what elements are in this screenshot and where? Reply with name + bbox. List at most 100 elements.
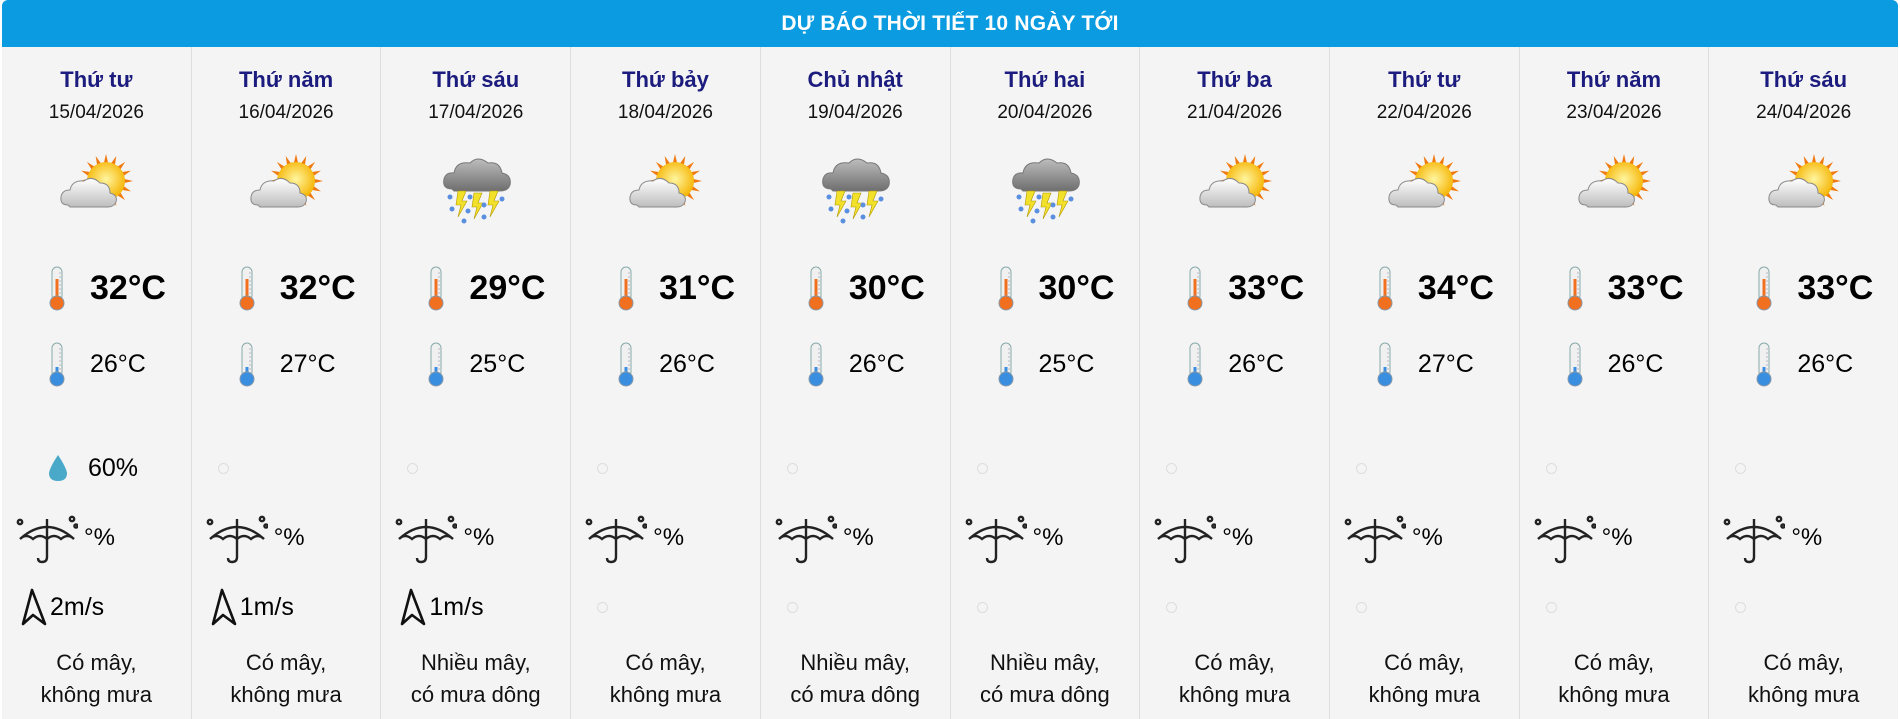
low-temp-row: 26°C [1520, 341, 1709, 387]
low-temp: 26°C [1607, 349, 1664, 378]
humidity-row [192, 451, 381, 485]
thermometer-cold-icon [1753, 341, 1775, 387]
rain-chance: °% [1411, 524, 1443, 551]
thunderstorm-icon [1005, 145, 1085, 225]
thermometer-cold-icon [805, 341, 827, 387]
high-temp: 30°C [1038, 268, 1115, 307]
rain-chance: °% [463, 524, 495, 551]
weather-description: Có mây, không mưa [571, 647, 760, 711]
rain-chance-row: °% [571, 511, 760, 565]
low-temp-row: 26°C [761, 341, 950, 387]
day-date: 18/04/2026 [617, 102, 713, 123]
low-temp-row: 27°C [192, 341, 381, 387]
day-column: Thứ năm 16/04/2026 32°C 27°C °% [192, 47, 382, 719]
empty-placeholder-icon [976, 601, 988, 613]
description-line-2: không mưa [1368, 682, 1480, 707]
low-temp: 25°C [1038, 349, 1095, 378]
day-date: 21/04/2026 [1187, 102, 1283, 123]
rain-chance-row: °% [381, 511, 570, 565]
weather-description: Có mây, không mưa [1330, 647, 1519, 711]
thunderstorm-icon [815, 145, 895, 225]
thermometer-hot-icon [805, 265, 827, 311]
humidity-row [381, 451, 570, 485]
low-temp: 26°C [848, 349, 905, 378]
partly-cloudy-icon [246, 145, 326, 225]
umbrella-icon [965, 511, 1028, 565]
partly-cloudy-icon [56, 145, 136, 225]
description-line-1: Có mây, [1384, 650, 1465, 675]
umbrella-icon [775, 511, 838, 565]
empty-placeholder-icon [1355, 601, 1367, 613]
high-temp-row: 33°C [1140, 265, 1329, 311]
low-temp: 26°C [90, 349, 146, 378]
high-temp-row: 33°C [1520, 265, 1709, 311]
empty-placeholder-icon [1166, 601, 1178, 613]
rain-chance-row: °% [1140, 511, 1329, 565]
day-name: Thứ năm [1566, 67, 1662, 92]
umbrella-icon [395, 511, 459, 565]
wind-direction-icon [20, 587, 48, 627]
day-column: Thứ hai 20/04/2026 30°C 25°C [951, 47, 1141, 719]
wind-row [1520, 585, 1709, 629]
rain-chance-row: °% [2, 511, 191, 565]
empty-placeholder-icon [1735, 462, 1747, 474]
description-line-1: Nhiều mây, [990, 650, 1100, 675]
high-temp-row: 32°C [2, 265, 191, 311]
low-temp: 27°C [1417, 349, 1474, 378]
rain-chance-row: °% [1520, 511, 1709, 565]
wind-direction-icon [399, 587, 427, 627]
weather-description: Có mây, không mưa [1140, 647, 1329, 711]
description-line-1: Nhiều mây, [420, 650, 531, 675]
low-temp: 25°C [469, 349, 526, 378]
wind-row [761, 585, 950, 629]
forecast-header: DỰ BÁO THỜI TIẾT 10 NGÀY TỚI [2, 0, 1898, 47]
partly-cloudy-icon [1195, 145, 1275, 225]
day-date: 24/04/2026 [1756, 102, 1852, 123]
wind-row: 2m/s [2, 585, 191, 629]
humidity-row: 60% [2, 451, 191, 485]
high-temp-row: 30°C [951, 265, 1140, 311]
wind-row [1140, 585, 1329, 629]
description-line-2: không mưa [40, 682, 153, 707]
high-temp: 31°C [659, 268, 736, 307]
thermometer-cold-icon [46, 341, 68, 387]
umbrella-icon [206, 511, 269, 565]
high-temp-row: 33°C [1709, 265, 1898, 311]
weather-description: Nhiều mây, có mưa dông [761, 647, 950, 711]
rain-chance-row: °% [1330, 511, 1519, 565]
description-line-2: có mưa dông [410, 682, 541, 707]
description-line-2: không mưa [1178, 682, 1291, 707]
day-name: Thứ bảy [622, 67, 709, 92]
empty-placeholder-icon [1166, 462, 1178, 474]
thermometer-cold-icon [1564, 341, 1586, 387]
day-column: Thứ ba 21/04/2026 33°C 26°C °% [1140, 47, 1330, 719]
humidity-value: 60% [88, 453, 139, 482]
umbrella-icon [585, 511, 648, 565]
day-name: Thứ hai [1004, 67, 1086, 92]
empty-placeholder-icon [786, 462, 798, 474]
forecast-grid: Thứ tư 15/04/2026 32°C 26°C 60% [2, 47, 1898, 719]
rain-chance-row: °% [1709, 511, 1898, 565]
humidity-row [1709, 451, 1898, 485]
low-temp-row: 25°C [381, 341, 570, 387]
high-temp: 34°C [1417, 268, 1494, 307]
weather-description: Có mây, không mưa [1709, 647, 1898, 711]
day-date: 19/04/2026 [807, 102, 903, 123]
rain-chance-row: °% [761, 511, 950, 565]
rain-chance: °% [842, 524, 874, 551]
day-name: Thứ sáu [432, 67, 520, 92]
rain-chance: °% [1791, 524, 1823, 551]
low-temp-row: 26°C [571, 341, 760, 387]
empty-placeholder-icon [217, 462, 229, 474]
day-column: Thứ sáu 24/04/2026 33°C 26°C °% [1709, 47, 1898, 719]
empty-placeholder-icon [597, 462, 609, 474]
umbrella-icon [1154, 511, 1218, 565]
thermometer-cold-icon [1184, 341, 1206, 387]
humidity-row [571, 451, 760, 485]
thermometer-cold-icon [995, 341, 1017, 387]
forecast-title: DỰ BÁO THỜI TIẾT 10 NGÀY TỚI [781, 11, 1119, 35]
low-temp: 26°C [1228, 349, 1285, 378]
day-column: Thứ tư 15/04/2026 32°C 26°C 60% [2, 47, 192, 719]
humidity-row [1330, 451, 1519, 485]
thermometer-hot-icon [1564, 265, 1586, 311]
